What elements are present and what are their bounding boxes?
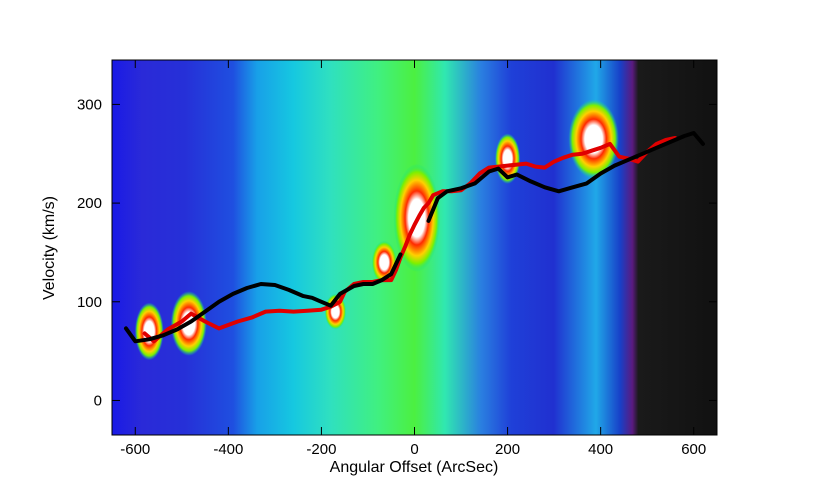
y-tick-label: 200	[77, 195, 102, 212]
emission-peak-0	[134, 302, 164, 361]
x-tick-label: -400	[213, 441, 243, 458]
x-tick-label: -600	[120, 441, 150, 458]
x-tick-label: -200	[306, 441, 336, 458]
plot-area	[111, 59, 718, 436]
x-axis: -600 -400 -200 0 200 400 600	[120, 60, 706, 458]
x-tick-label: 400	[588, 441, 613, 458]
series-line-1	[124, 252, 403, 344]
y-tick-label: 100	[77, 294, 102, 311]
x-tick-label: 600	[681, 441, 706, 458]
emission-peak-6	[568, 99, 619, 179]
x-axis-title: Angular Offset (ArcSec)	[330, 459, 499, 476]
velocity-curves	[124, 131, 705, 344]
y-tick-label: 300	[77, 96, 102, 113]
y-tick-label: 0	[94, 392, 102, 409]
series-line-0	[142, 136, 678, 344]
x-tick-label: 200	[495, 441, 520, 458]
y-axis-title: Velocity (km/s)	[41, 196, 58, 300]
x-tick-label: 0	[410, 441, 418, 458]
y-axis: 0 100 200 300	[77, 96, 717, 409]
series-line-1b	[426, 131, 705, 223]
